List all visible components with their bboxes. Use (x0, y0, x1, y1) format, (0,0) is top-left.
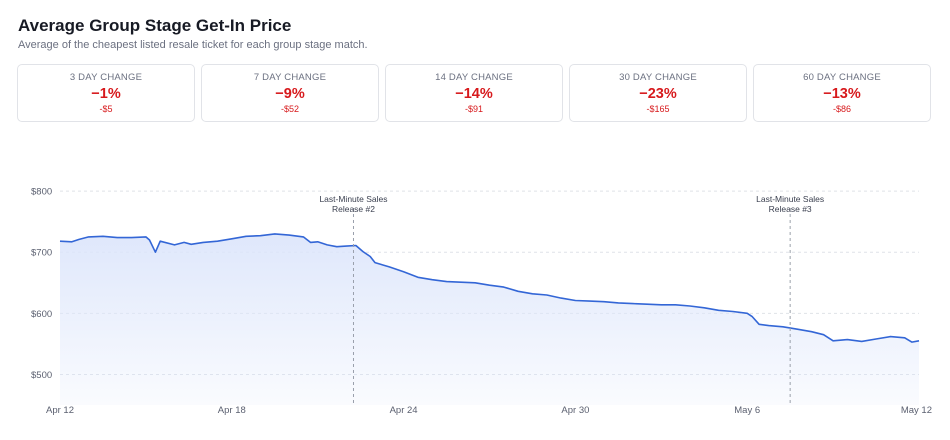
page-subtitle: Average of the cheapest listed resale ti… (18, 39, 368, 51)
price-line (59, 233, 920, 343)
x-tick-label: Apr 12 (46, 405, 74, 416)
change-card-label: 7 DAY CHANGE (253, 72, 327, 83)
change-card-amount: -$91 (464, 104, 483, 114)
change-card-label: 14 DAY CHANGE (435, 72, 513, 83)
annotation-label: Release #2 (332, 204, 375, 214)
change-card-amount: -$86 (832, 104, 851, 114)
x-tick-label: Apr 18 (218, 405, 246, 416)
change-card-percent: −13% (823, 86, 861, 102)
y-tick-label: $800 (31, 187, 52, 198)
change-card-amount: -$5 (99, 104, 113, 114)
x-tick-label: May 6 (734, 405, 760, 416)
x-tick-label: Apr 30 (561, 405, 589, 416)
change-card-3-day: 3 DAY CHANGE −1% -$5 (17, 64, 195, 122)
annotation-label: Release #3 (769, 204, 812, 214)
annotation-label: Last-Minute Sales (319, 194, 387, 204)
y-tick-label: $600 (31, 309, 52, 320)
price-area (60, 233, 919, 405)
x-tick-label: May 12 (901, 405, 932, 416)
change-card-14-day: 14 DAY CHANGE −14% -$91 (385, 64, 563, 122)
change-card-60-day: 60 DAY CHANGE −13% -$86 (753, 64, 931, 122)
change-card-amount: -$165 (646, 104, 670, 114)
page-title: Average Group Stage Get-In Price (18, 16, 292, 35)
annotation-label: Last-Minute Sales (756, 194, 824, 204)
change-card-percent: −14% (455, 86, 493, 102)
x-tick-label: Apr 24 (390, 405, 418, 416)
change-card-7-day: 7 DAY CHANGE −9% -$52 (201, 64, 379, 122)
y-tick-label: $500 (31, 370, 52, 381)
change-card-label: 30 DAY CHANGE (619, 72, 697, 83)
change-card-amount: -$52 (280, 104, 299, 114)
y-tick-label: $700 (31, 248, 52, 259)
change-card-percent: −23% (639, 86, 677, 102)
change-card-30-day: 30 DAY CHANGE −23% -$165 (569, 64, 747, 122)
change-card-label: 60 DAY CHANGE (803, 72, 881, 83)
change-card-label: 3 DAY CHANGE (69, 72, 143, 83)
change-cards: 3 DAY CHANGE −1% -$5 7 DAY CHANGE −9% -$… (17, 64, 931, 122)
change-card-percent: −9% (275, 86, 305, 102)
change-card-percent: −1% (91, 86, 121, 102)
